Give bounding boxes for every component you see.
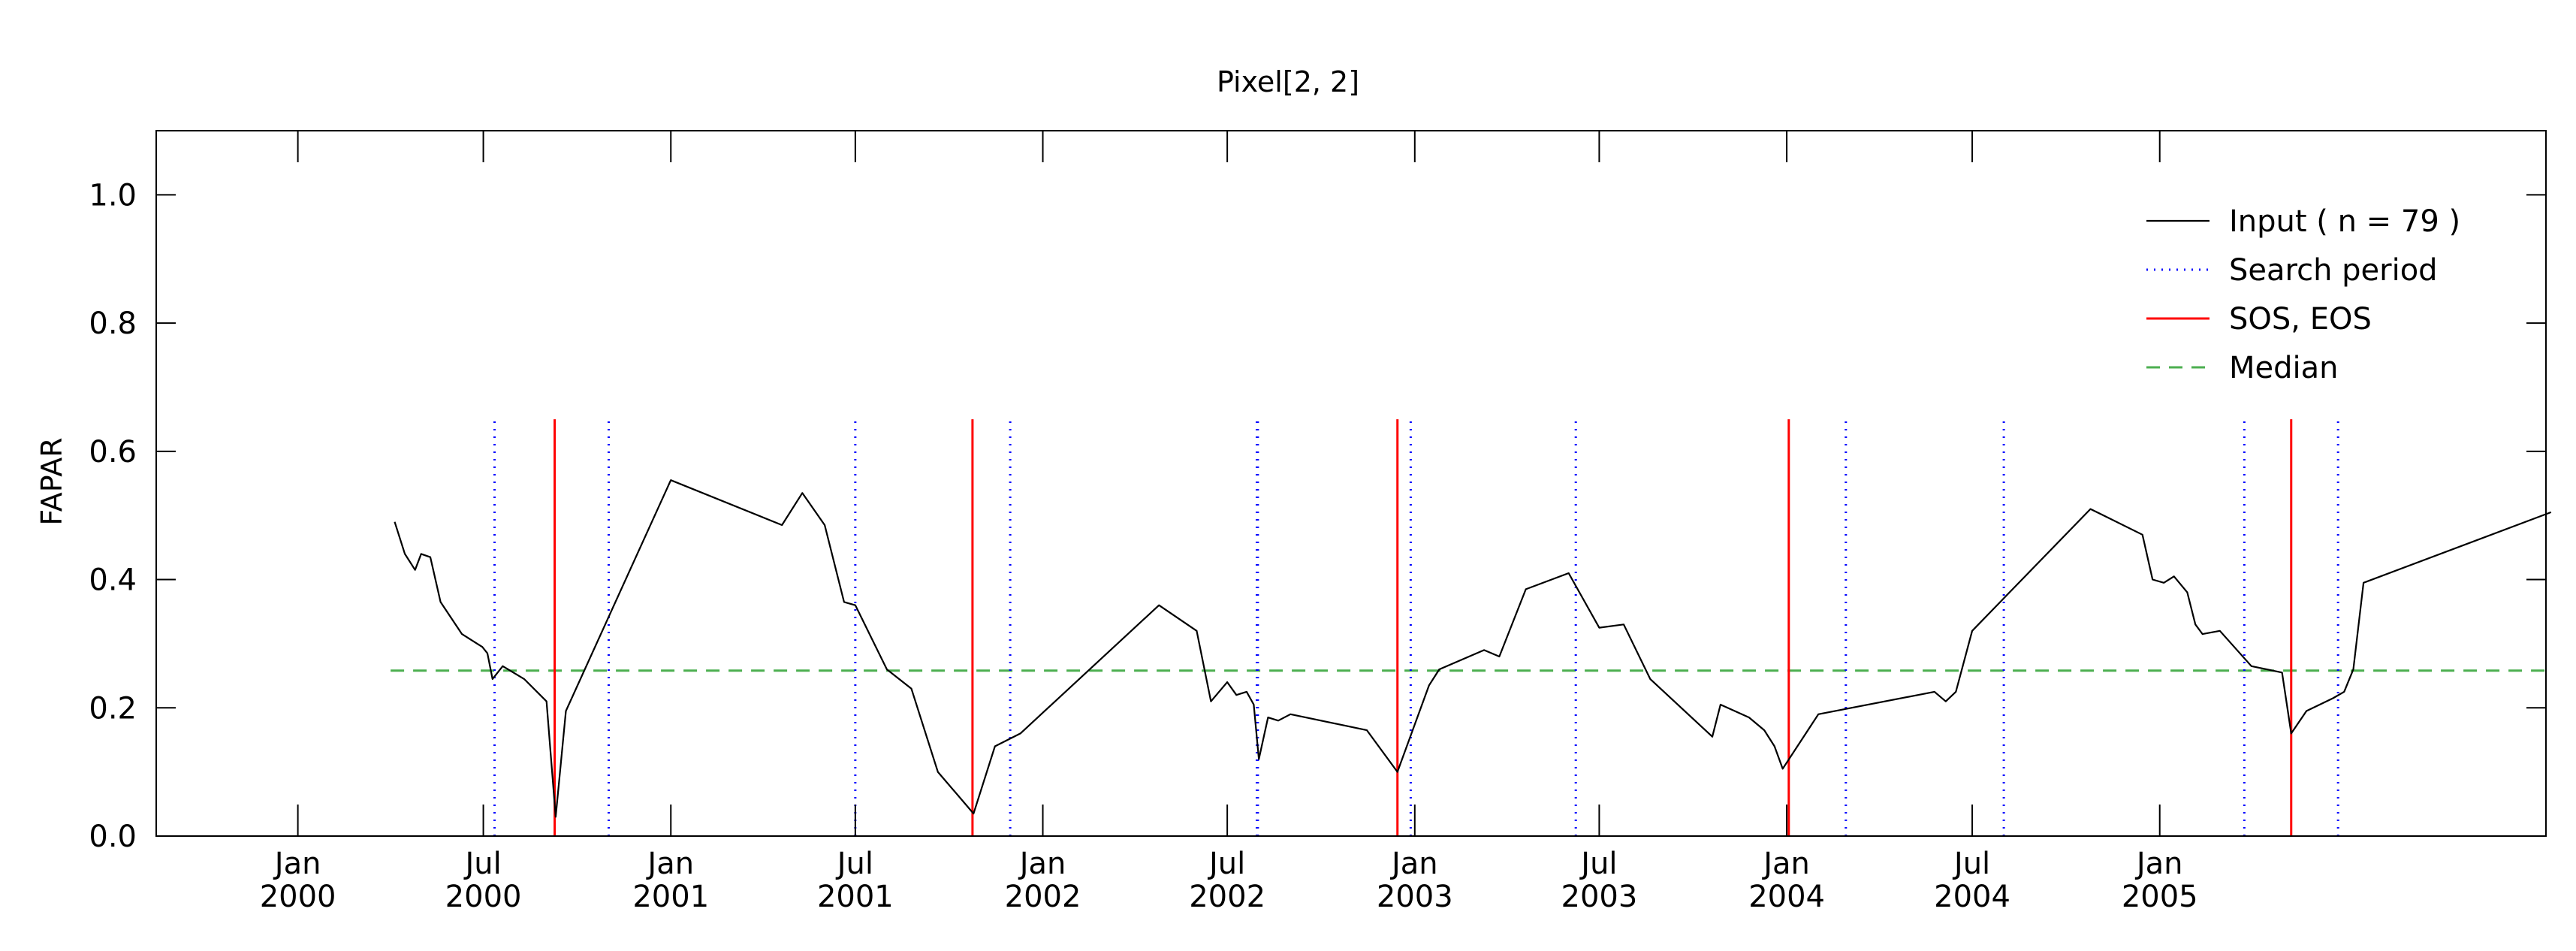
- x-tick-month: Jan: [1018, 847, 1066, 881]
- x-tick-month: Jul: [1952, 847, 1990, 881]
- x-tick-month: Jul: [835, 847, 873, 881]
- y-tick-label: 0.8: [89, 306, 137, 341]
- x-tick-year: 2002: [1189, 880, 1265, 914]
- legend-label: SOS, EOS: [2229, 302, 2372, 337]
- x-tick-year: 2004: [1748, 880, 1825, 914]
- legend-label: Search period: [2229, 253, 2438, 288]
- x-tick-year: 2001: [817, 880, 894, 914]
- x-tick-month: Jul: [463, 847, 501, 881]
- x-tick-year: 2004: [1934, 880, 2010, 914]
- legend-label: Median: [2229, 351, 2339, 385]
- x-tick-month: Jul: [1579, 847, 1617, 881]
- input-series-line: [394, 479, 2552, 818]
- legend: Input ( n = 79 ) Search period SOS, EOS Med…: [2146, 204, 2460, 385]
- y-axis-label: FAPAR: [35, 437, 68, 525]
- y-tick-label: 0.6: [89, 435, 137, 469]
- x-tick-month: Jan: [2134, 847, 2183, 881]
- y-tick-label: 1.0: [89, 178, 137, 213]
- y-tick-label: 0.2: [89, 691, 137, 726]
- legend-label: Input ( n = 79 ): [2229, 204, 2460, 239]
- x-tick-year: 2003: [1377, 880, 1453, 914]
- x-tick-year: 2000: [445, 880, 522, 914]
- chart-title: Pixel[2, 2]: [1217, 65, 1359, 98]
- x-tick-year: 2003: [1561, 880, 1638, 914]
- x-tick-month: Jan: [1761, 847, 1810, 881]
- x-tick-year: 2005: [2122, 880, 2198, 914]
- x-tick-year: 2002: [1005, 880, 1081, 914]
- y-tick-label: 0.4: [89, 563, 137, 598]
- x-tick-month: Jan: [273, 847, 321, 881]
- x-tick-month: Jan: [1389, 847, 1438, 881]
- axes: 0.00.20.40.60.81.0Jan2000Jul2000Jan2001J…: [89, 130, 2547, 914]
- y-tick-label: 0.0: [89, 820, 137, 854]
- x-tick-year: 2000: [260, 880, 336, 914]
- plot-area: [391, 419, 2552, 836]
- x-tick-month: Jan: [645, 847, 694, 881]
- x-tick-month: Jul: [1207, 847, 1245, 881]
- x-tick-year: 2001: [632, 880, 709, 914]
- plot-frame: [155, 130, 2547, 837]
